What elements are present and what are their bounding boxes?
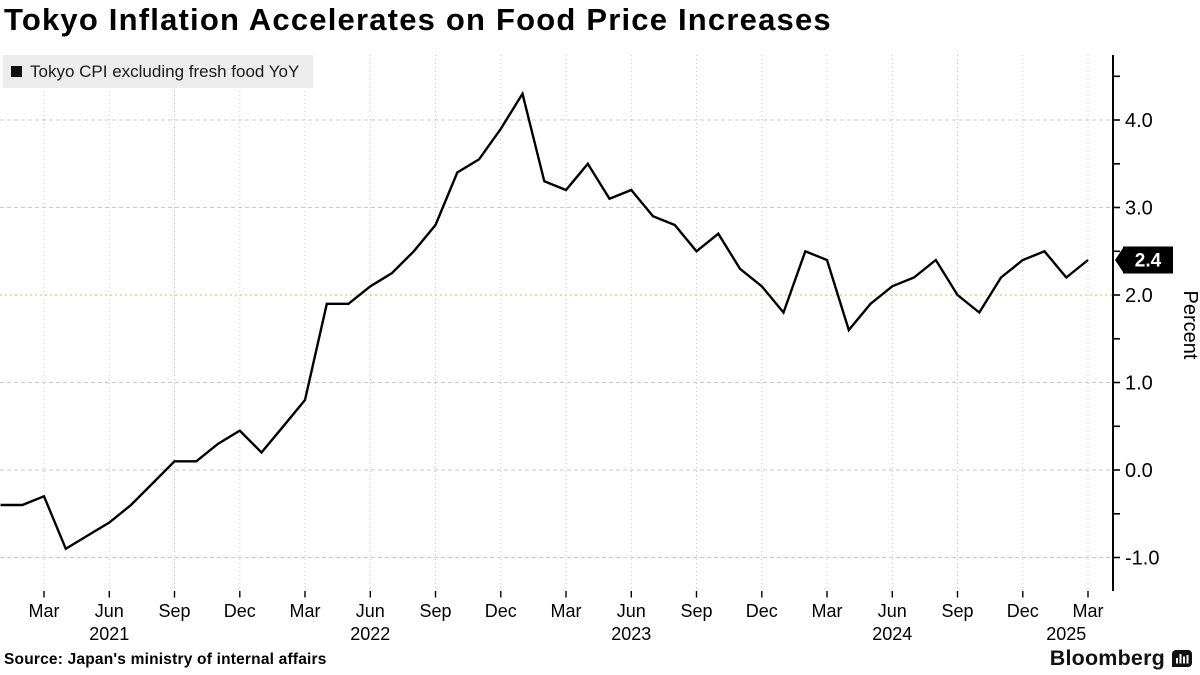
bloomberg-wordmark: Bloomberg (1049, 646, 1165, 670)
y-gridlines (0, 119, 1113, 558)
svg-text:Mar: Mar (290, 601, 321, 621)
svg-text:1.0: 1.0 (1125, 373, 1153, 395)
svg-text:0.0: 0.0 (1125, 460, 1153, 482)
svg-text:2.0: 2.0 (1125, 285, 1153, 307)
svg-text:2021: 2021 (89, 624, 129, 644)
x-axis-labels: Mar Jun Sep Dec Mar Jun Sep Dec Mar Jun Sep Dec Mar J… (29, 601, 1104, 621)
svg-text:Jun: Jun (95, 601, 124, 621)
svg-text:2.4: 2.4 (1135, 251, 1162, 272)
legend: Tokyo CPI excluding fresh food YoY (3, 55, 314, 88)
x-gridlines (43, 55, 1089, 591)
year-labels: 2021 2022 2023 2024 2025 (89, 624, 1086, 644)
svg-text:2024: 2024 (872, 624, 912, 644)
svg-text:Mar: Mar (551, 601, 582, 621)
svg-text:Dec: Dec (485, 601, 517, 621)
svg-text:Jun: Jun (878, 601, 907, 621)
legend-series-label: Tokyo CPI excluding fresh food YoY (30, 61, 300, 81)
svg-text:Jun: Jun (356, 601, 385, 621)
source-note: Source: Japan's ministry of internal aff… (4, 651, 327, 668)
bloomberg-logo: Bloomberg (1050, 646, 1192, 671)
svg-text:Mar: Mar (1073, 601, 1104, 621)
chart-title: Tokyo Inflation Accelerates on Food Pric… (4, 2, 832, 37)
svg-text:Mar: Mar (812, 601, 843, 621)
x-axis-ticks (43, 591, 1089, 598)
svg-text:Dec: Dec (746, 601, 778, 621)
svg-text:2025: 2025 (1046, 624, 1086, 644)
svg-text:Sep: Sep (680, 601, 712, 621)
svg-text:Sep: Sep (158, 601, 190, 621)
svg-text:Sep: Sep (419, 601, 451, 621)
last-value-badge: 2.4 (1115, 246, 1173, 274)
cpi-line (0, 90, 1089, 551)
svg-text:4.0: 4.0 (1125, 110, 1153, 132)
svg-text:2022: 2022 (350, 624, 390, 644)
svg-text:3.0: 3.0 (1125, 198, 1153, 220)
svg-text:Mar: Mar (29, 601, 60, 621)
y-axis-ticks (1113, 75, 1120, 559)
y-axis-title: Percent (1179, 291, 1200, 360)
svg-text:Dec: Dec (224, 601, 256, 621)
y-axis-labels: -1.0 0.0 1.0 2.0 3.0 4.0 (1125, 110, 1159, 570)
svg-text:Sep: Sep (941, 601, 973, 621)
svg-text:2023: 2023 (611, 624, 651, 644)
svg-text:-1.0: -1.0 (1125, 548, 1159, 570)
bloomberg-terminal-icon (1172, 649, 1192, 667)
svg-text:Dec: Dec (1007, 601, 1039, 621)
svg-text:Jun: Jun (617, 601, 646, 621)
legend-series-marker (11, 66, 22, 77)
